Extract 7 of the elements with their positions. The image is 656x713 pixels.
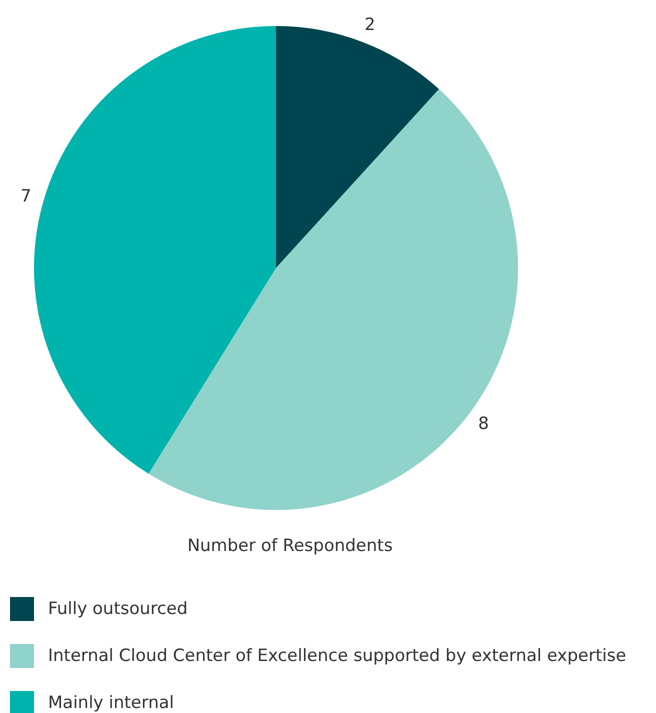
text: Number of Respondents (186, 536, 394, 556)
data-label: 7 (20, 186, 32, 206)
data-label: 2 (364, 14, 376, 35)
legend-label: Internal Cloud Center of Excellence supported by external expertise (48, 646, 626, 666)
legend-label: Mainly internal (48, 692, 174, 712)
legend-label: Fully outsourced (48, 598, 188, 618)
data-label: 8 (478, 414, 489, 434)
